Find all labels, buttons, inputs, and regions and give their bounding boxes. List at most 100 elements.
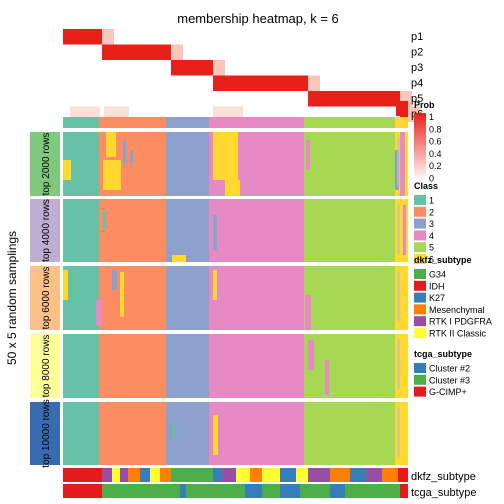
prob-fade-p1 — [102, 29, 114, 45]
bottom-annotations: dkfz_subtype tcga_subtype — [63, 468, 476, 499]
class-annotation-bar — [63, 117, 408, 128]
row-group-swatch-4 — [30, 402, 60, 465]
membership-mixed-column-4 — [397, 407, 400, 457]
tcga-cell-8 — [330, 484, 345, 498]
class-bar-5 — [304, 117, 395, 128]
tcga-subtype-label: tcga_subtype — [411, 487, 476, 499]
chart-title: membership heatmap, k = 6 — [177, 11, 339, 26]
legend-item-label: Mesenchymal — [429, 305, 485, 315]
membership-row-groups: top 2000 rows top 4000 rows top 6000 rows t… — [30, 132, 408, 468]
legend-item-label: RTK I PDGFRA — [429, 317, 492, 327]
dkfz-cell-14 — [280, 468, 296, 482]
membership-noise-2 — [213, 132, 238, 180]
membership-noise-3 — [225, 180, 240, 196]
prob-legend-colorbar — [414, 113, 426, 181]
membership-noise-19 — [308, 340, 314, 370]
row-group-swatch-3 — [30, 334, 60, 398]
membership-noise-21 — [213, 415, 218, 455]
row-group-label: top 2000 rows — [41, 133, 52, 196]
legend-title-tcga_subtype: tcga_subtype — [414, 349, 472, 359]
class-bar-4 — [209, 117, 304, 128]
prob-legend-tick: 0.2 — [429, 161, 442, 171]
membership-block-class-5 — [304, 199, 395, 262]
dkfz-cell-19 — [366, 468, 382, 482]
prob-legend-tick: 1 — [429, 112, 434, 122]
prob-row-label: p4 — [411, 78, 423, 90]
membership-noise-1 — [106, 132, 116, 157]
legend-swatch — [414, 254, 426, 264]
legend-item-label: 3 — [429, 219, 434, 229]
row-group-label: top 8000 rows — [41, 335, 52, 398]
prob-cell-p1 — [63, 29, 102, 45]
legend-swatch — [414, 280, 426, 291]
membership-block-class-6 — [395, 402, 408, 465]
legend-area: Prob10.80.60.40.20Class123456dkfz_subtyp… — [396, 100, 492, 397]
dkfz-cell-5 — [140, 468, 150, 482]
row-group-label: top 6000 rows — [41, 267, 52, 330]
dkfz-cell-9 — [213, 468, 222, 482]
prob-legend-tick: 0 — [429, 174, 434, 184]
prob-fade-p3 — [213, 60, 225, 76]
membership-mixed-column-3 — [397, 339, 400, 389]
membership-noise-22 — [173, 420, 175, 440]
membership-block-class-3 — [166, 132, 209, 196]
membership-block-class-5 — [304, 132, 395, 196]
prob-legend-title: Prob — [414, 100, 435, 110]
prob-legend-tick: 0.8 — [429, 124, 442, 134]
dkfz-cell-13 — [262, 468, 280, 482]
prob-legend-tick: 0.6 — [429, 137, 442, 147]
legend-swatch — [414, 328, 426, 338]
tcga-cell-9 — [345, 484, 400, 498]
dkfz-cell-15 — [296, 468, 308, 482]
prob-cell-p3 — [171, 60, 213, 76]
membership-block-class-6 — [395, 266, 408, 330]
membership-noise-10 — [306, 140, 310, 170]
prob-cell-p4 — [213, 75, 308, 91]
dkfz-cell-11 — [236, 468, 250, 482]
membership-block-class-2 — [99, 199, 166, 262]
tcga-cell-7 — [300, 484, 330, 498]
membership-noise-0 — [103, 160, 121, 190]
membership-noise-13 — [172, 255, 186, 262]
legend-swatch — [414, 206, 426, 217]
tcga-cell-0 — [63, 484, 102, 498]
legend-swatch — [414, 218, 426, 229]
prob-fade-p2 — [171, 44, 183, 60]
row-group-swatch-0 — [30, 132, 60, 196]
row-group-swatch-1 — [30, 199, 60, 262]
legend-item-label: K27 — [429, 293, 445, 303]
prob-cell-p5 — [308, 91, 400, 107]
tcga-cell-1 — [102, 484, 180, 498]
membership-block-class-4 — [209, 266, 304, 330]
dkfz-cell-2 — [112, 468, 120, 482]
membership-block-class-1 — [63, 266, 99, 330]
membership-block-class-6 — [395, 334, 408, 398]
membership-noise-4 — [63, 160, 71, 180]
dkfz-cell-17 — [330, 468, 350, 482]
legend-item-label: 6 — [429, 255, 434, 265]
membership-noise-9 — [403, 205, 406, 255]
row-group-label: top 10000 rows — [41, 399, 52, 467]
membership-block-class-5 — [304, 266, 395, 330]
membership-noise-5 — [123, 140, 126, 165]
dkfz-cell-6 — [150, 468, 160, 482]
dkfz-cell-8 — [171, 468, 213, 482]
prob-fade-p4 — [308, 75, 320, 91]
class-bar-1 — [63, 117, 99, 128]
legend-title-dkfz_subtype: dkfz_subtype — [414, 255, 472, 265]
membership-block-class-5 — [304, 334, 395, 398]
legend-item-label: RTK II Classic — [429, 329, 486, 339]
prob-row-label: p5 — [411, 93, 423, 105]
membership-block-class-4 — [209, 334, 304, 398]
dkfz-cell-20 — [382, 468, 398, 482]
dkfz-cell-16 — [308, 468, 330, 482]
membership-noise-23 — [96, 300, 102, 325]
membership-noise-16 — [120, 272, 124, 317]
membership-block-class-1 — [63, 199, 99, 262]
membership-block-class-3 — [166, 266, 209, 330]
membership-block-class-1 — [63, 402, 99, 465]
tcga-cell-2 — [180, 484, 186, 498]
membership-block-class-2 — [99, 334, 166, 398]
membership-block-class-3 — [166, 402, 209, 465]
